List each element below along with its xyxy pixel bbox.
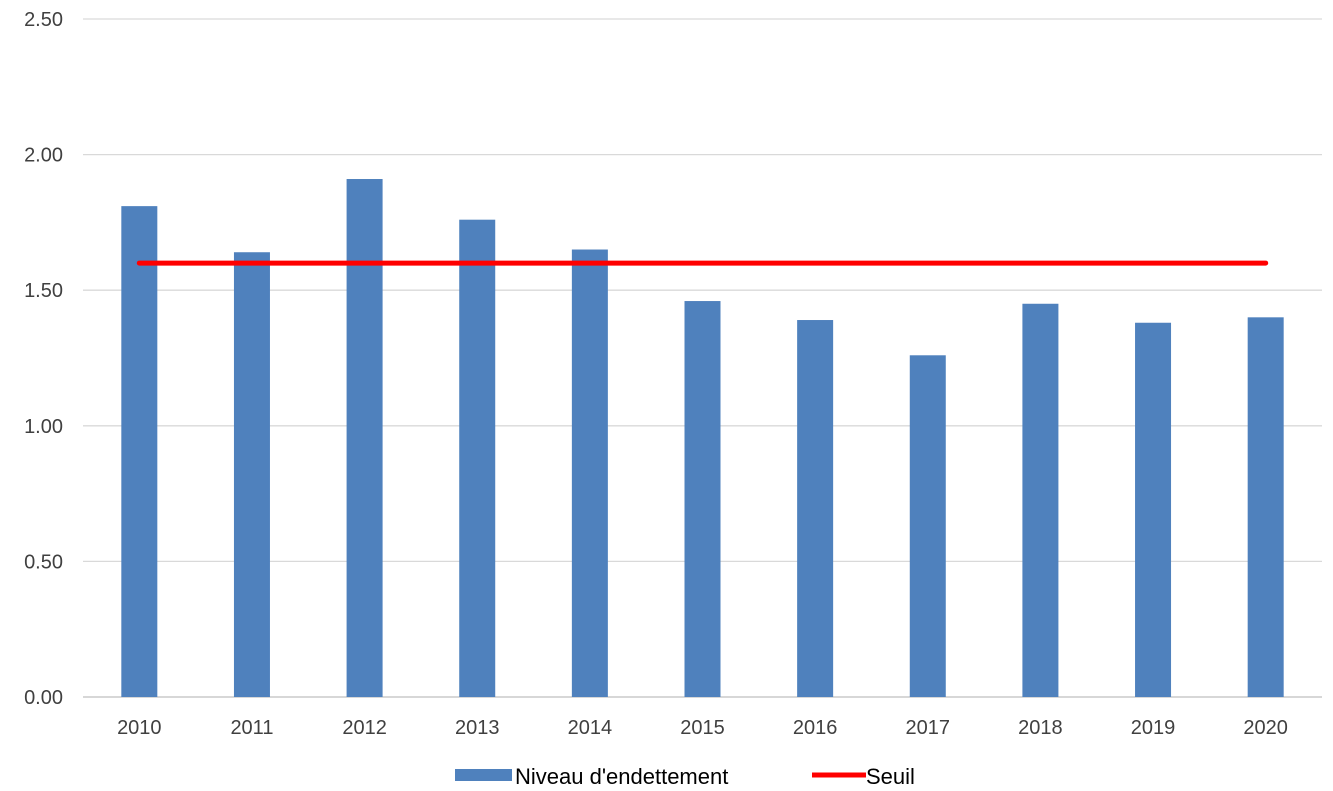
y-tick-label: 0.50 bbox=[24, 551, 63, 573]
bar bbox=[909, 355, 946, 697]
x-axis-tick-labels: 2010 2011 2012 2013 2014 2015 2016 2017 2018 2019… bbox=[117, 717, 1288, 739]
legend: Niveau d'endettement Seuil bbox=[455, 764, 915, 789]
bar bbox=[684, 301, 721, 697]
y-tick-label: 1.00 bbox=[24, 416, 63, 438]
x-tick-label: 2011 bbox=[230, 717, 273, 739]
x-tick-label: 2017 bbox=[906, 717, 951, 739]
bar-series bbox=[121, 179, 1284, 698]
x-tick-label: 2016 bbox=[793, 717, 838, 739]
x-tick-label: 2010 bbox=[117, 717, 162, 739]
bar bbox=[571, 249, 608, 697]
bar bbox=[1022, 303, 1059, 697]
bar bbox=[797, 320, 834, 697]
legend-label-niveau: Niveau d'endettement bbox=[515, 764, 728, 789]
x-tick-label: 2019 bbox=[1131, 717, 1176, 739]
y-tick-label: 2.50 bbox=[24, 9, 63, 31]
y-tick-label: 1.50 bbox=[24, 280, 63, 302]
y-axis-tick-labels: 0.00 0.50 1.00 1.50 2.00 2.50 bbox=[24, 9, 63, 709]
x-tick-label: 2012 bbox=[342, 717, 387, 739]
x-tick-label: 2015 bbox=[680, 717, 725, 739]
y-tick-label: 2.00 bbox=[24, 145, 63, 167]
legend-swatch-niveau bbox=[455, 769, 512, 781]
bar bbox=[1135, 322, 1172, 697]
x-tick-label: 2014 bbox=[568, 717, 613, 739]
x-tick-label: 2018 bbox=[1018, 717, 1063, 739]
x-tick-label: 2020 bbox=[1243, 717, 1288, 739]
bar bbox=[459, 219, 496, 698]
bar bbox=[346, 179, 383, 697]
x-tick-label: 2013 bbox=[455, 717, 500, 739]
legend-label-seuil: Seuil bbox=[866, 764, 915, 789]
bar bbox=[233, 252, 270, 697]
bar bbox=[121, 206, 158, 698]
bar bbox=[1247, 317, 1284, 697]
y-tick-label: 0.00 bbox=[24, 687, 63, 709]
